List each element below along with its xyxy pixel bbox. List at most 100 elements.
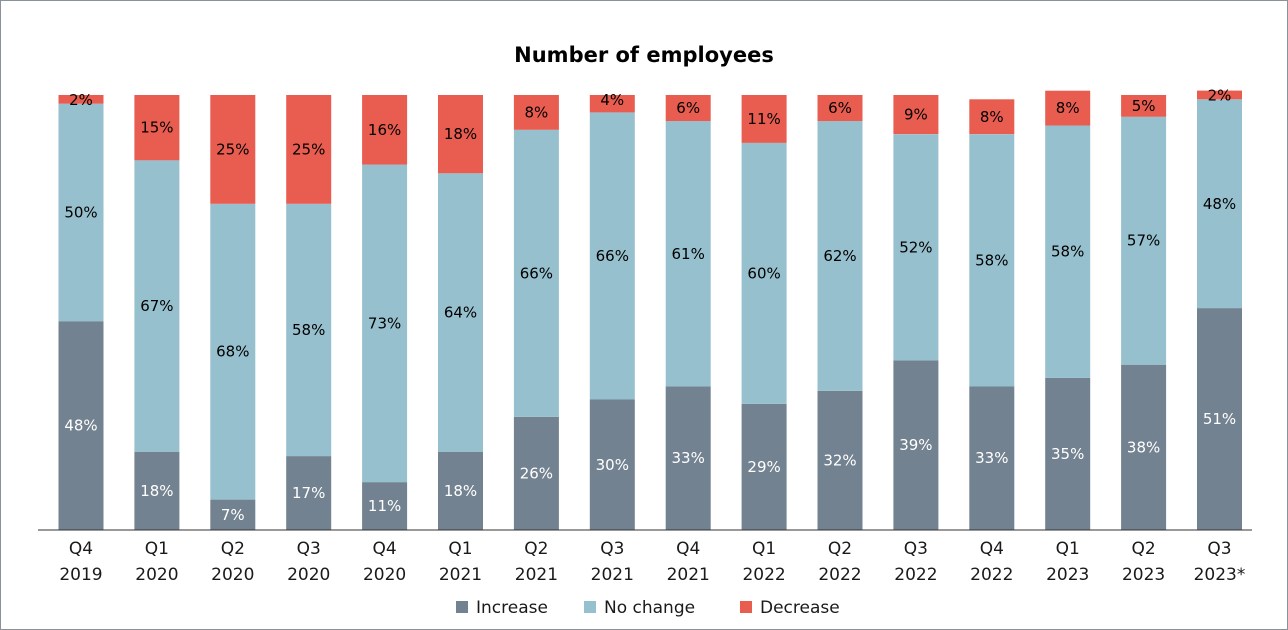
x-tick-label: Q3 bbox=[297, 539, 321, 559]
bar-segment-increase bbox=[1045, 377, 1091, 531]
data-label: 52% bbox=[899, 238, 932, 256]
bar-segment-increase bbox=[362, 482, 408, 530]
data-label: 17% bbox=[292, 484, 325, 502]
bar-segment-no-change bbox=[665, 121, 711, 387]
data-label: 33% bbox=[975, 449, 1008, 467]
bar-segment-no-change bbox=[1121, 116, 1167, 365]
bar-segment-no-change bbox=[362, 164, 408, 483]
data-label: 25% bbox=[292, 140, 325, 158]
bar-segment-no-change bbox=[741, 142, 787, 404]
x-tick-label: 2019 bbox=[59, 565, 102, 585]
bar-segment-decrease bbox=[513, 95, 559, 130]
legend-label: No change bbox=[604, 598, 695, 618]
x-tick-label: 2023 bbox=[1122, 565, 1165, 585]
bar-segment-increase bbox=[665, 386, 711, 530]
bar-segment-decrease bbox=[134, 95, 180, 161]
data-label: 58% bbox=[975, 251, 1008, 269]
x-tick-label: Q1 bbox=[1056, 539, 1080, 559]
x-tick-label: 2020 bbox=[135, 565, 178, 585]
legend-label: Decrease bbox=[760, 598, 840, 618]
bar-segment-increase bbox=[438, 451, 483, 530]
x-tick-label: 2020 bbox=[287, 565, 330, 585]
data-label: 35% bbox=[1051, 445, 1084, 463]
x-tick-label: 2021 bbox=[591, 565, 634, 585]
bar-segment-no-change bbox=[286, 203, 332, 457]
bar-segment-increase bbox=[817, 390, 863, 530]
bar-segment-decrease bbox=[589, 95, 635, 113]
bar-segment-increase bbox=[893, 360, 939, 531]
data-label: 30% bbox=[596, 456, 629, 474]
x-tick-label: 2022 bbox=[894, 565, 937, 585]
data-label: 2% bbox=[1208, 87, 1232, 105]
bar-segment-increase bbox=[58, 321, 104, 530]
data-label: 11% bbox=[368, 497, 401, 515]
data-label: 60% bbox=[747, 264, 780, 282]
bar-segment-no-change bbox=[893, 134, 939, 361]
data-label: 6% bbox=[676, 99, 700, 117]
data-label: 62% bbox=[823, 247, 856, 265]
bar-segment-increase bbox=[210, 499, 256, 531]
x-tick-label: Q2 bbox=[1131, 539, 1155, 559]
data-label: 4% bbox=[600, 91, 624, 109]
bar-segment-decrease bbox=[438, 95, 483, 174]
data-label: 50% bbox=[64, 204, 97, 222]
data-label: 61% bbox=[672, 245, 705, 263]
data-label: 5% bbox=[1132, 97, 1156, 115]
x-tick-label: Q3 bbox=[1207, 539, 1231, 559]
data-label: 8% bbox=[525, 103, 549, 121]
data-label: 18% bbox=[140, 482, 173, 500]
x-tick-label: 2021 bbox=[439, 565, 482, 585]
data-label: 68% bbox=[216, 343, 249, 361]
x-tick-label: Q1 bbox=[145, 539, 169, 559]
x-tick-label: 2022 bbox=[970, 565, 1013, 585]
data-label: 2% bbox=[69, 91, 93, 109]
bar-segment-decrease bbox=[1121, 95, 1167, 117]
legend-label: Increase bbox=[476, 598, 548, 618]
data-label: 38% bbox=[1127, 438, 1160, 456]
data-label: 48% bbox=[64, 417, 97, 435]
x-tick-label: Q2 bbox=[828, 539, 852, 559]
bar-segment-increase bbox=[741, 403, 787, 530]
bar-segment-decrease bbox=[665, 95, 711, 122]
data-label: 58% bbox=[292, 321, 325, 339]
bar-segment-increase bbox=[1197, 308, 1242, 530]
data-label: 25% bbox=[216, 140, 249, 158]
data-label: 64% bbox=[444, 304, 477, 322]
data-label: 16% bbox=[368, 121, 401, 139]
bar-segment-increase bbox=[969, 386, 1015, 530]
bar-segment-no-change bbox=[1045, 125, 1091, 378]
x-tick-label: Q1 bbox=[448, 539, 472, 559]
data-label: 8% bbox=[980, 108, 1004, 126]
bar-segment-increase bbox=[134, 451, 180, 530]
bar-segment-increase bbox=[286, 456, 332, 531]
x-tick-label: Q2 bbox=[524, 539, 548, 559]
x-tick-label: 2020 bbox=[211, 565, 254, 585]
data-label: 18% bbox=[444, 125, 477, 143]
bar-segment-no-change bbox=[589, 112, 635, 400]
legend-swatch-no-change bbox=[584, 601, 596, 613]
bar-segment-increase bbox=[513, 416, 559, 530]
x-tick-label: Q4 bbox=[980, 539, 1004, 559]
data-label: 8% bbox=[1056, 99, 1080, 117]
legend: Increase No change Decrease bbox=[456, 598, 840, 618]
data-label: 66% bbox=[520, 264, 553, 282]
x-tick-label: 2022 bbox=[742, 565, 785, 585]
data-label: 18% bbox=[444, 482, 477, 500]
legend-swatch-increase bbox=[456, 601, 468, 613]
data-label: 48% bbox=[1203, 195, 1236, 213]
bar-segment-decrease bbox=[741, 95, 787, 143]
bar-segment-decrease bbox=[1045, 90, 1091, 126]
bar-segment-decrease bbox=[210, 95, 256, 204]
data-label: 32% bbox=[823, 451, 856, 469]
bar-segment-increase bbox=[1121, 364, 1167, 530]
x-tick-label: Q3 bbox=[904, 539, 928, 559]
bar-segment-no-change bbox=[969, 134, 1015, 387]
bar-segment-no-change bbox=[817, 121, 863, 391]
bar-segment-decrease bbox=[969, 99, 1015, 135]
bar-segment-decrease bbox=[817, 95, 863, 122]
data-label: 29% bbox=[747, 458, 780, 476]
data-label: 11% bbox=[747, 110, 780, 128]
data-label: 66% bbox=[596, 247, 629, 265]
bar-segment-decrease bbox=[1197, 90, 1242, 100]
x-tick-label: Q4 bbox=[69, 539, 93, 559]
